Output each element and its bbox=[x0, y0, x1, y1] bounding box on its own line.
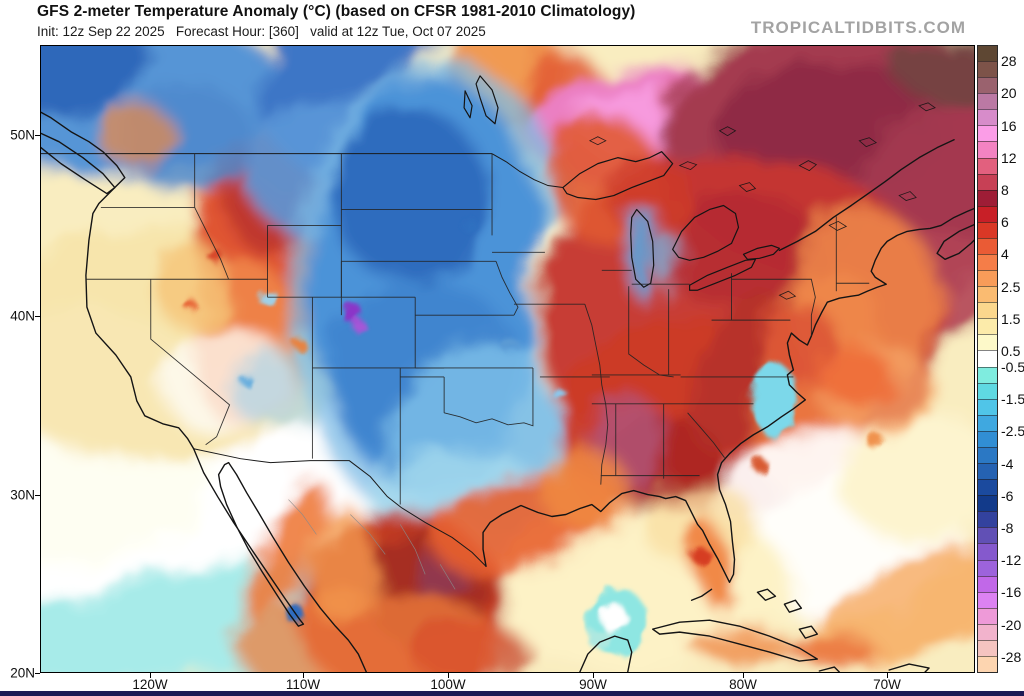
page-title: GFS 2-meter Temperature Anomaly (°C) (ba… bbox=[37, 3, 636, 20]
colorbar-segment-30 bbox=[978, 527, 997, 544]
colorbar-segment-27 bbox=[978, 479, 997, 496]
colorbar-segment-14 bbox=[978, 270, 997, 287]
great-lakes bbox=[463, 75, 781, 291]
small-anomaly-spots bbox=[183, 219, 885, 657]
colorbar-label-12: 12 bbox=[1001, 149, 1017, 166]
lon-label-70W: 70W bbox=[873, 677, 901, 692]
colorbar-segment-24 bbox=[978, 430, 997, 447]
colorbar-label-0.5: 0.5 bbox=[1001, 342, 1021, 359]
colorbar-segment-22 bbox=[978, 398, 997, 415]
lon-tick bbox=[743, 673, 744, 678]
anomaly-map bbox=[40, 45, 975, 673]
national-borders bbox=[41, 153, 563, 567]
bottom-accent-bar bbox=[0, 691, 1024, 696]
state-borders bbox=[85, 153, 870, 505]
temperature-colorbar bbox=[977, 45, 998, 673]
colorbar-label-20: 20 bbox=[1001, 85, 1017, 102]
colorbar-label--1.5: -1.5 bbox=[1001, 391, 1024, 408]
lon-tick bbox=[593, 673, 594, 678]
colorbar-label--0.5: -0.5 bbox=[1001, 359, 1024, 376]
colorbar-segment-3 bbox=[978, 93, 997, 110]
colorbar-label--8: -8 bbox=[1001, 520, 1014, 537]
lat-label-50N: 50N bbox=[10, 127, 35, 143]
colorbar-segment-17 bbox=[978, 318, 997, 335]
colorbar-label-1.5: 1.5 bbox=[1001, 310, 1021, 327]
colorbar-label-2.5: 2.5 bbox=[1001, 278, 1021, 295]
lon-tick bbox=[887, 673, 888, 678]
colorbar-segment-10 bbox=[978, 205, 997, 222]
lon-tick bbox=[303, 673, 304, 678]
lat-label-20N: 20N bbox=[10, 665, 35, 681]
colorbar-label-28: 28 bbox=[1001, 53, 1017, 70]
lon-tick bbox=[448, 673, 449, 678]
canadian-lakes-squiggles bbox=[588, 102, 936, 300]
lon-label-80W: 80W bbox=[729, 677, 757, 692]
colorbar-segment-8 bbox=[978, 173, 997, 190]
colorbar-segment-21 bbox=[978, 382, 997, 399]
colorbar-segment-0 bbox=[978, 46, 997, 62]
colorbar-segment-4 bbox=[978, 109, 997, 126]
colorbar-label--4: -4 bbox=[1001, 455, 1014, 472]
lat-tick bbox=[35, 316, 40, 317]
colorbar-segment-23 bbox=[978, 414, 997, 431]
colorbar-segment-5 bbox=[978, 125, 997, 142]
lon-label-90W: 90W bbox=[579, 677, 607, 692]
colorbar-segment-33 bbox=[978, 575, 997, 592]
colorbar-segment-29 bbox=[978, 511, 997, 528]
colorbar-label-16: 16 bbox=[1001, 117, 1017, 134]
colorbar-segment-35 bbox=[978, 607, 997, 624]
colorbar-segment-34 bbox=[978, 591, 997, 608]
colorbar-segment-13 bbox=[978, 254, 997, 271]
colorbar-segment-32 bbox=[978, 559, 997, 576]
colorbar-label-8: 8 bbox=[1001, 181, 1009, 198]
colorbar-label--12: -12 bbox=[1001, 552, 1022, 569]
forecast-init-valid-line: Init: 12z Sep 22 2025 Forecast Hour: [36… bbox=[37, 24, 486, 39]
colorbar-segment-28 bbox=[978, 495, 997, 512]
lat-tick bbox=[35, 135, 40, 136]
colorbar-label-6: 6 bbox=[1001, 214, 1009, 231]
colorbar-segment-9 bbox=[978, 189, 997, 206]
lon-tick bbox=[150, 673, 151, 678]
colorbar-label--16: -16 bbox=[1001, 584, 1022, 601]
colorbar-segment-20 bbox=[978, 366, 997, 383]
colorbar-segment-19 bbox=[978, 350, 997, 367]
lat-tick bbox=[35, 495, 40, 496]
colorbar-segment-11 bbox=[978, 221, 997, 238]
lon-label-120W: 120W bbox=[132, 677, 168, 692]
colorbar-segment-18 bbox=[978, 334, 997, 351]
colorbar-segment-31 bbox=[978, 543, 997, 560]
colorbar-segment-36 bbox=[978, 623, 997, 640]
colorbar-segment-12 bbox=[978, 237, 997, 255]
colorbar-segment-16 bbox=[978, 302, 997, 319]
tropicaltidbits-watermark: TROPICALTIDBITS.COM bbox=[750, 18, 966, 37]
lon-label-100W: 100W bbox=[430, 677, 466, 692]
colorbar-segment-2 bbox=[978, 77, 997, 94]
colorbar-segment-38 bbox=[978, 655, 997, 673]
mexican-state-borders bbox=[288, 499, 456, 590]
colorbar-segment-15 bbox=[978, 286, 997, 303]
lon-label-110W: 110W bbox=[285, 677, 321, 692]
temperature-field bbox=[41, 46, 974, 672]
lat-label-30N: 30N bbox=[10, 487, 35, 503]
colorbar-segment-1 bbox=[978, 61, 997, 78]
anomaly-field-svg bbox=[41, 46, 974, 672]
colorbar-segment-7 bbox=[978, 157, 997, 174]
lat-tick bbox=[35, 673, 40, 674]
colorbar-label--6: -6 bbox=[1001, 487, 1014, 504]
colorbar-label-4: 4 bbox=[1001, 246, 1009, 263]
colorbar-segment-6 bbox=[978, 141, 997, 158]
coastlines bbox=[41, 111, 974, 672]
lat-label-40N: 40N bbox=[10, 308, 35, 324]
colorbar-label--2.5: -2.5 bbox=[1001, 423, 1024, 440]
colorbar-segment-25 bbox=[978, 446, 997, 464]
colorbar-segment-26 bbox=[978, 463, 997, 480]
colorbar-segment-37 bbox=[978, 639, 997, 656]
colorbar-label--20: -20 bbox=[1001, 616, 1022, 633]
colorbar-label--28: -28 bbox=[1001, 648, 1022, 665]
